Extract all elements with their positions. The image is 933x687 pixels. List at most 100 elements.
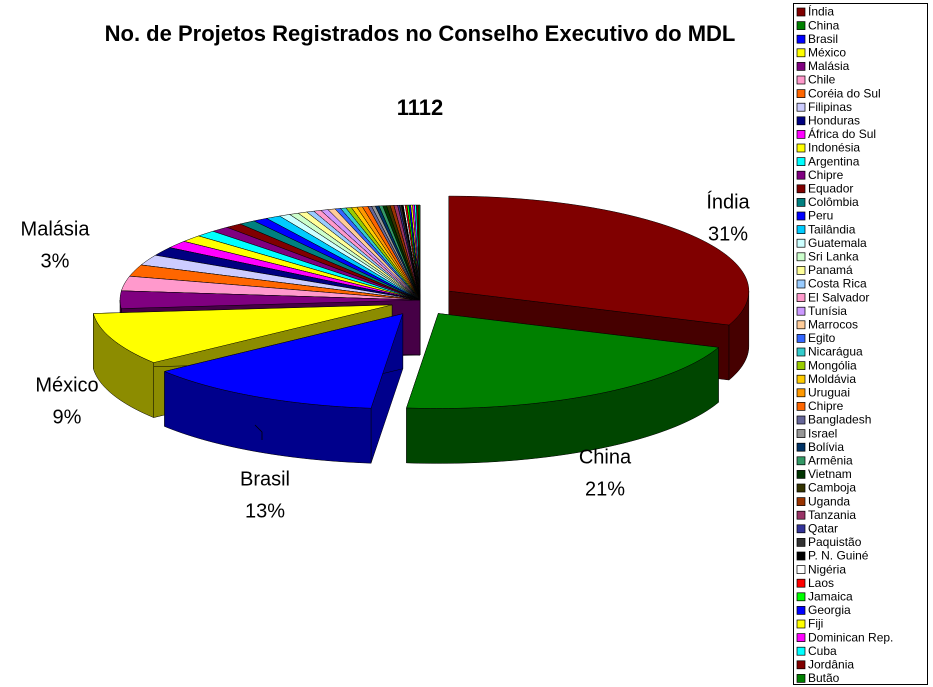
slice [129,264,421,301]
legend-label: Peru [808,209,833,223]
slice-label: China [579,446,632,468]
value-label: 9% [53,406,82,428]
legend-swatch [796,483,806,493]
legend-label: Laos [808,576,834,590]
legend-label: Nigéria [808,562,846,576]
legend-swatch [796,170,806,180]
legend-swatch [796,143,806,153]
legend-label: Argentina [808,154,860,168]
legend-swatch [796,374,806,384]
slice-label: México [35,374,98,396]
legend-swatch [796,7,806,17]
legend-swatch [796,538,806,547]
slice-label: Brasil [240,468,290,490]
legend-swatch [796,320,806,330]
legend-swatch [796,266,806,275]
legend-swatch [796,225,806,234]
legend-swatch [796,334,806,343]
chart-title: No. de Projetos Registrados no Conselho … [104,21,736,46]
legend-label: Moldávia [808,372,856,386]
legend-label: Uganda [808,494,850,508]
legend-label: Fiji [808,617,823,631]
slice [119,290,421,309]
slice [406,313,720,464]
legend-label: Tunísia [808,304,847,318]
legend-label: Malásia [808,59,850,73]
legend-label: Tanzania [808,508,856,522]
legend-swatch [796,551,806,561]
legend-swatch [796,497,806,506]
legend-label: Colômbia [808,195,859,209]
legend-swatch [796,606,806,615]
legend-label: Equador [808,181,853,195]
legend-label: El Salvador [808,290,869,304]
leader-line [254,424,263,440]
legend-label: Bolívia [808,440,844,454]
legend-label: Chipre [808,168,844,182]
legend-swatch [796,238,806,248]
legend-swatch [796,674,806,683]
slice [163,313,404,409]
legend-swatch [796,184,806,194]
value-label: 13% [245,500,285,522]
legend-label: Jordânia [808,657,854,671]
legend-swatch [796,442,806,452]
legend-label: Cuba [808,644,837,658]
legend-swatch [796,402,806,411]
legend-swatch [796,48,806,58]
legend-swatch [796,415,806,425]
legend-swatch [796,619,806,629]
legend-swatch [796,456,806,466]
legend-swatch [796,34,806,44]
legend-swatch [796,646,806,656]
legend-label: Chipre [808,399,844,413]
legend-box [793,3,928,685]
legend-swatch [796,102,806,112]
slice [92,304,393,363]
slice [163,313,404,464]
legend-label: Vietnam [808,467,852,481]
value-label: 31% [708,223,748,245]
legend-label: Sri Lanka [808,249,859,263]
legend-swatch [796,116,806,126]
legend-label: Marrocos [808,317,858,331]
slice [168,241,421,301]
legend-swatch [796,252,806,262]
legend-swatch [796,157,806,166]
legend-swatch [796,578,806,588]
legend-label: Panamá [808,263,853,277]
legend-label: Filipinas [808,100,852,114]
legend-label: Mongólia [808,358,857,372]
legend-swatch [796,633,806,642]
legend-swatch [796,470,806,479]
legend-label: Uruguai [808,385,850,399]
legend-label: Coréia do Sul [808,86,881,100]
legend-label: Tailândia [808,222,856,236]
chart-subtitle: 1112 [396,95,444,120]
value-label: 3% [41,250,70,272]
legend-swatch [796,21,806,30]
legend-swatch [796,306,806,316]
slice [121,275,421,301]
legend-swatch [796,293,806,302]
legend-swatch [796,130,806,139]
legend-swatch [796,388,806,398]
slice [406,313,720,409]
legend-swatch [796,524,806,534]
legend-label: Paquistão [808,535,862,549]
legend-swatch [796,75,806,85]
legend-label: Georgia [808,603,851,617]
slice [154,247,421,301]
legend-label: Israel [808,426,837,440]
legend-label: Armênia [808,453,853,467]
legend-label: Bangladesh [808,413,871,427]
legend-swatch [796,347,806,357]
legend-label: África do Sul [808,126,876,141]
legend-label: China [808,18,840,32]
legend-label: Nicarágua [808,345,863,359]
legend-label: Butão [808,671,840,685]
legend-label: Brasil [808,32,838,46]
legend-swatch [796,89,806,98]
